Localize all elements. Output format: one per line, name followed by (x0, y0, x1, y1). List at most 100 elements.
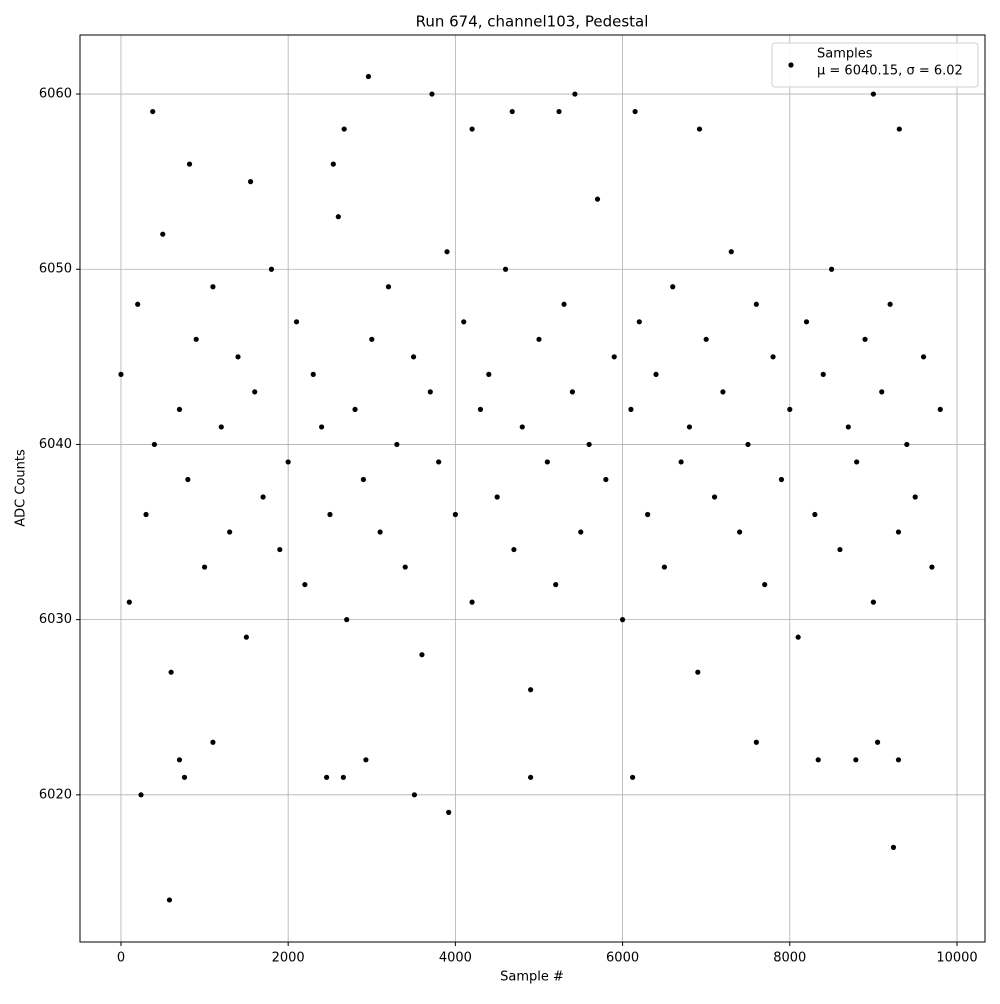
legend-label: Samples (817, 47, 873, 62)
point (444, 249, 450, 255)
point (678, 459, 684, 465)
point (369, 336, 375, 342)
y-tick-label: 6040 (39, 437, 72, 452)
point (632, 108, 638, 115)
chart-title: Run 674, channel103, Pedestal (416, 13, 649, 31)
point (494, 494, 500, 500)
point (341, 126, 347, 132)
point (611, 354, 617, 360)
point (854, 459, 860, 465)
point (895, 757, 902, 763)
point (150, 108, 156, 115)
point (210, 739, 216, 745)
point (661, 564, 667, 570)
point (803, 319, 810, 325)
point (168, 669, 174, 675)
point (845, 424, 851, 430)
point (912, 494, 918, 500)
x-tick-label: 8000 (773, 951, 806, 966)
point (544, 459, 550, 465)
point (330, 161, 336, 167)
point (594, 196, 601, 202)
point (310, 371, 316, 377)
point (218, 424, 224, 430)
point (895, 529, 902, 535)
point (193, 336, 199, 342)
point (695, 669, 701, 675)
point (201, 564, 208, 570)
point (536, 336, 542, 342)
point (411, 792, 418, 798)
point (285, 459, 291, 465)
point (352, 406, 358, 412)
point (787, 406, 793, 412)
x-tick-label: 2000 (272, 951, 305, 966)
point (469, 599, 475, 605)
point (469, 126, 475, 132)
point (402, 564, 408, 570)
point (630, 774, 636, 780)
point (176, 757, 183, 763)
point (151, 441, 158, 448)
point (815, 757, 821, 763)
point (410, 354, 417, 360)
y-tick-label: 6030 (39, 612, 72, 627)
point (896, 126, 902, 132)
point (870, 91, 876, 97)
point (363, 757, 369, 763)
x-tick-label: 10000 (936, 951, 977, 966)
point (745, 441, 751, 448)
point (556, 108, 562, 115)
point (335, 214, 341, 220)
point (753, 301, 759, 307)
point (762, 581, 768, 588)
point (572, 91, 578, 97)
point (603, 476, 609, 483)
point (385, 284, 392, 290)
point (795, 634, 801, 640)
point (166, 897, 173, 903)
point (578, 529, 584, 535)
point (377, 529, 383, 535)
point (628, 406, 634, 412)
point (812, 511, 818, 518)
point (365, 73, 372, 80)
y-tick-label: 6020 (39, 787, 72, 802)
point (210, 284, 216, 290)
point (711, 494, 718, 500)
point (293, 319, 300, 325)
point (340, 774, 346, 780)
point (929, 564, 935, 570)
y-axis-label: ADC Counts (14, 449, 29, 527)
point (862, 336, 868, 342)
point (553, 581, 559, 588)
point (419, 652, 425, 658)
point (360, 476, 367, 483)
point (302, 581, 308, 588)
y-tick-label: 6060 (39, 87, 72, 102)
point (696, 126, 703, 132)
point (569, 389, 576, 395)
point (235, 354, 241, 360)
point (452, 511, 458, 518)
point (636, 319, 642, 325)
legend-label: μ = 6040.15, σ = 6.02 (817, 64, 963, 79)
point (260, 494, 266, 500)
point (268, 266, 275, 272)
point (670, 284, 676, 290)
point (252, 389, 258, 395)
point (227, 529, 233, 535)
x-axis-label: Sample # (500, 970, 564, 985)
point (247, 179, 254, 185)
point (528, 774, 534, 780)
point (486, 371, 492, 377)
point (446, 809, 452, 815)
point (778, 476, 785, 483)
point (181, 774, 188, 780)
point (645, 511, 651, 518)
point (753, 739, 759, 745)
point (143, 511, 149, 518)
point (879, 389, 885, 395)
